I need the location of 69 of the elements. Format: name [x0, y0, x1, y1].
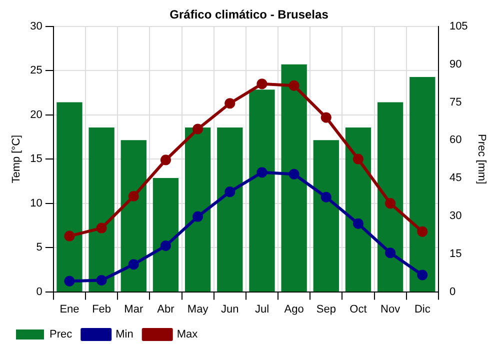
- y2-tick-label: 75: [449, 96, 462, 108]
- y-tick-label: 25: [30, 64, 42, 77]
- x-tick-label: Ene: [60, 303, 80, 316]
- bar: [56, 102, 82, 292]
- bar: [249, 90, 275, 292]
- x-tick-label: Jul: [254, 303, 270, 316]
- bar: [377, 102, 404, 292]
- point: [320, 112, 332, 123]
- x-tick-label: Jun: [221, 303, 239, 316]
- point: [256, 167, 268, 178]
- point: [352, 218, 364, 229]
- point: [160, 240, 172, 252]
- chart-title: Gráfico climático - Bruselas: [170, 8, 329, 22]
- legend-label: Max: [176, 328, 198, 341]
- y2-tick-label: 15: [449, 248, 462, 260]
- y2-tick-label: 0: [449, 286, 456, 298]
- y-tick-label: 30: [30, 20, 42, 32]
- point: [352, 154, 364, 164]
- x-tick-label: Sep: [316, 303, 336, 316]
- point: [385, 198, 396, 209]
- point: [417, 226, 428, 237]
- point: [417, 270, 428, 280]
- bar: [281, 64, 307, 292]
- bar: [88, 128, 114, 292]
- y-tick-label: 0: [36, 286, 42, 298]
- bar: [410, 76, 436, 292]
- y-axis-title: Temp [°C]: [10, 134, 23, 184]
- y-tick-label: 5: [36, 242, 42, 254]
- point: [64, 276, 75, 286]
- point: [256, 78, 268, 90]
- bar: [345, 128, 372, 292]
- point: [288, 168, 300, 180]
- y2-tick-label: 90: [449, 58, 462, 70]
- point: [224, 186, 236, 198]
- point: [160, 154, 172, 166]
- x-tick-label: Oct: [350, 303, 367, 316]
- point: [320, 192, 332, 202]
- legend-label: Min: [116, 328, 134, 341]
- y2-tick-label: 60: [449, 134, 462, 146]
- point: [192, 124, 204, 134]
- point: [128, 259, 139, 270]
- y2-tick-label: 45: [449, 172, 462, 184]
- x-tick-label: Feb: [92, 303, 112, 316]
- x-tick-label: Ago: [284, 303, 304, 316]
- y2-axis-title: Prec [mm]: [475, 134, 488, 184]
- point: [96, 275, 107, 286]
- legend-label: Prec: [50, 328, 73, 341]
- y2-tick-label: 30: [449, 210, 462, 222]
- point: [128, 190, 139, 202]
- point: [96, 222, 107, 234]
- point: [64, 230, 75, 242]
- point: [192, 211, 204, 222]
- y2-tick-label: 105: [449, 20, 468, 32]
- x-tick-label: Nov: [380, 303, 401, 316]
- point: [288, 80, 300, 91]
- bar: [120, 140, 146, 292]
- y-tick-label: 15: [30, 153, 42, 166]
- x-tick-label: Abr: [157, 303, 175, 316]
- point: [224, 98, 236, 109]
- bar: [217, 128, 243, 292]
- x-tick-label: Mar: [124, 303, 144, 316]
- bar: [313, 140, 339, 292]
- bar: [152, 178, 179, 292]
- bar: [184, 128, 211, 292]
- x-tick-label: May: [187, 303, 209, 316]
- x-tick-label: Dic: [414, 303, 431, 316]
- point: [385, 248, 396, 258]
- y-tick-label: 20: [30, 108, 42, 121]
- y-tick-label: 10: [30, 197, 42, 210]
